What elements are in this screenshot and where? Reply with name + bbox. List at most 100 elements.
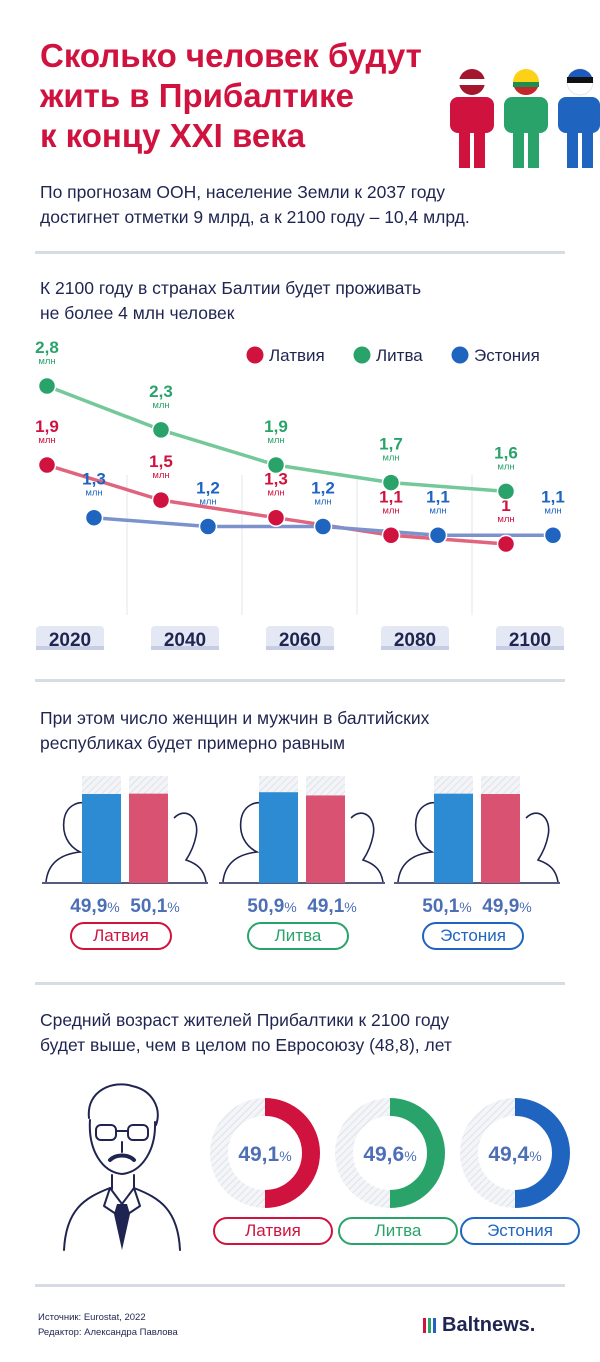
unit-label-latvia: млн: [152, 470, 169, 481]
baltnews-logo: Baltnews.: [423, 1314, 535, 1339]
editor-text: Редактор: Александра Павлова: [38, 1327, 178, 1338]
unit-label-lithuania: млн: [497, 461, 514, 472]
data-label-lithuania: 2,8: [35, 338, 59, 357]
age-value: 49,6%: [363, 1143, 416, 1166]
data-point-latvia: [37, 455, 57, 475]
footer-credits: Источник: Eurostat, 2022 Редактор: Алекс…: [38, 1310, 178, 1340]
legend-label-latvia: Латвия: [269, 346, 325, 365]
unit-label-latvia: млн: [38, 435, 55, 446]
gender-title-line-2: республиках будет примерно равным: [40, 733, 346, 753]
percent-sign: %: [459, 899, 472, 915]
male-bar: [434, 793, 473, 883]
title-line-1: Сколько человек будут: [40, 37, 422, 74]
data-label-estonia: 1,2: [311, 478, 335, 497]
age-block-lithuania: 49,6% Литва: [330, 1095, 460, 1255]
legend-marker-latvia: [246, 346, 264, 364]
female-percent: 49,1: [307, 896, 345, 917]
percent-sign: %: [284, 899, 297, 915]
population-section-title: К 2100 году в странах Балтии будет прожи…: [40, 276, 580, 326]
gender-percent-row: 50,9% 49,1%: [217, 896, 387, 918]
data-label-estonia: 1,3: [82, 470, 106, 489]
x-tick-pill-shadow: [266, 646, 334, 650]
divider: [35, 679, 565, 682]
male-percent: 50,1: [422, 896, 460, 917]
data-label-latvia: 1,1: [379, 487, 403, 506]
data-point-latvia: [381, 526, 401, 545]
unit-label-lithuania: млн: [152, 400, 169, 411]
female-bar: [129, 793, 168, 883]
x-tick-pill: [496, 626, 564, 650]
female-percent: 50,1: [130, 896, 168, 917]
age-block-latvia: 49,1% Латвия: [205, 1095, 335, 1255]
unit-label-estonia: млн: [85, 488, 102, 499]
female-face-icon: [350, 812, 384, 883]
unit-label-lithuania: млн: [38, 356, 55, 367]
data-point-lithuania: [496, 482, 516, 501]
intro-line-2: достигнет отметки 9 млрд, а к 2100 году …: [40, 207, 470, 227]
female-bar: [306, 795, 345, 883]
title-line-2: жить в Прибалтике: [40, 77, 354, 114]
age-donut-chart: 49,6%: [335, 1098, 445, 1208]
x-tick-pill: [36, 626, 104, 650]
x-tick-label: 2020: [49, 630, 91, 651]
x-tick-pill: [381, 626, 449, 650]
female-face-icon: [173, 812, 207, 883]
percent-sign: %: [107, 899, 120, 915]
female-bar: [481, 794, 520, 883]
data-label-latvia: 1,3: [264, 470, 288, 489]
unit-label-lithuania: млн: [382, 453, 399, 464]
unit-label-estonia: млн: [199, 496, 216, 507]
data-label-latvia: 1,9: [35, 417, 59, 436]
donut-arc: [389, 1098, 445, 1208]
percent-sign: %: [519, 899, 532, 915]
age-badge-estonia: Эстония: [460, 1217, 580, 1245]
gender-title-line-1: При этом число женщин и мужчин в балтийс…: [40, 708, 430, 728]
x-tick-label: 2080: [394, 630, 436, 651]
divider: [35, 982, 565, 985]
data-point-lithuania: [266, 455, 286, 475]
percent-sign: %: [167, 899, 180, 915]
intro-line-1: По прогнозам ООН, население Земли к 2037…: [40, 182, 446, 202]
gender-percent-row: 50,1% 49,9%: [392, 896, 562, 918]
legend-label-estonia: Эстония: [474, 346, 540, 365]
male-bar: [82, 794, 121, 883]
male-percent: 49,9: [70, 896, 108, 917]
data-point-latvia: [151, 490, 171, 510]
unit-label-estonia: млн: [544, 505, 561, 516]
population-title-line-1: К 2100 году в странах Балтии будет прожи…: [40, 278, 422, 298]
data-point-estonia: [313, 517, 333, 536]
gender-percent-row: 49,9% 50,1%: [40, 896, 210, 918]
data-label-estonia: 1,1: [426, 487, 450, 506]
female-face-icon: [525, 812, 559, 883]
gender-bars-chart: [219, 776, 385, 884]
gender-block-estonia: 50,1% 49,9% Эстония: [392, 770, 562, 955]
male-percent: 50,9: [247, 896, 285, 917]
data-label-latvia: 1,5: [149, 452, 173, 471]
age-badge-lithuania: Литва: [338, 1217, 458, 1245]
unit-label-latvia: млн: [382, 505, 399, 516]
gender-block-latvia: 49,9% 50,1% Латвия: [40, 770, 210, 955]
age-title-line-1: Средний возраст жителей Прибалтики к 210…: [40, 1010, 450, 1030]
title-line-3: к концу XXI века: [40, 117, 306, 154]
latvia-person-icon: [450, 69, 494, 168]
x-tick-pill-shadow: [151, 646, 219, 650]
logo-text: Baltnews.: [442, 1314, 536, 1336]
data-point-estonia: [428, 526, 448, 545]
male-bar: [259, 792, 298, 883]
data-label-lithuania: 1,7: [379, 435, 403, 454]
gender-bars-chart: [42, 776, 208, 884]
age-badge-latvia: Латвия: [213, 1217, 333, 1245]
data-label-estonia: 1,2: [196, 478, 220, 497]
data-point-lithuania: [381, 473, 401, 492]
logo-bars-icon: [423, 1316, 438, 1339]
data-point-latvia: [266, 508, 286, 527]
unit-label-lithuania: млн: [267, 435, 284, 446]
data-point-latvia: [496, 534, 516, 554]
donut-arc: [514, 1098, 570, 1208]
percent-sign: %: [344, 899, 357, 915]
age-section-title: Средний возраст жителей Прибалтики к 210…: [40, 1008, 580, 1058]
legend-marker-estonia: [451, 346, 469, 364]
country-badge-lithuania: Литва: [247, 922, 349, 950]
donut-arc: [264, 1098, 320, 1208]
